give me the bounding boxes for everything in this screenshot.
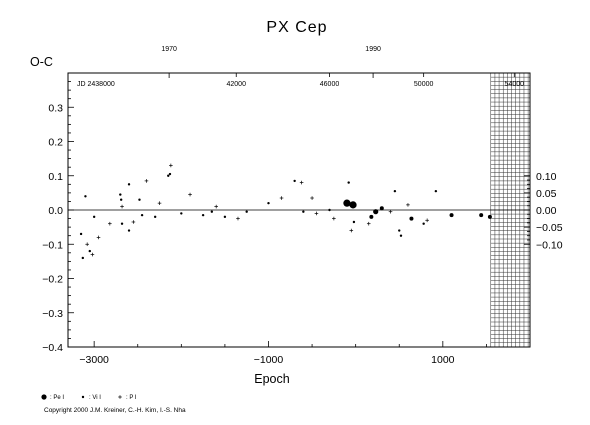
data-point-vi bbox=[92, 215, 96, 219]
data-point-p bbox=[96, 235, 101, 240]
x-tick-label: 1000 bbox=[431, 354, 455, 366]
data-point-p bbox=[314, 211, 319, 216]
data-point-vi bbox=[347, 181, 350, 184]
data-point-p bbox=[388, 209, 393, 214]
data-point-p bbox=[214, 204, 218, 209]
right-tick-label: −0.10 bbox=[536, 239, 563, 251]
data-point-p bbox=[85, 242, 89, 247]
data-point-vi bbox=[119, 193, 122, 196]
jd-label: 50000 bbox=[414, 81, 434, 88]
legend-label: : Vi I bbox=[89, 395, 101, 401]
right-tick-label: 0.00 bbox=[536, 205, 557, 217]
jd-prefix-label: JD 2438000 bbox=[77, 81, 115, 88]
data-point-pe bbox=[487, 214, 492, 219]
data-point-vi bbox=[399, 234, 403, 237]
data-point-p bbox=[120, 204, 124, 209]
jd-label: 46000 bbox=[320, 81, 340, 88]
data-point-vi bbox=[127, 183, 131, 186]
data-point-pe bbox=[349, 201, 357, 209]
data-point-vi bbox=[79, 232, 83, 236]
data-point-p bbox=[108, 221, 112, 226]
data-point-vi bbox=[140, 213, 144, 217]
data-point-vi bbox=[84, 195, 87, 198]
right-tick-label: 0.05 bbox=[536, 188, 557, 200]
legend: : Pe I : Vi I : P I bbox=[41, 394, 137, 401]
data-point-p bbox=[332, 216, 336, 221]
data-point-p bbox=[157, 201, 162, 205]
data-point-pe bbox=[343, 199, 351, 207]
data-point-vi bbox=[267, 201, 270, 205]
y-tick-label: −0.3 bbox=[42, 308, 63, 320]
data-point-p bbox=[366, 221, 371, 226]
data-point-pe bbox=[373, 209, 379, 215]
data-point-vi bbox=[210, 210, 214, 213]
data-point-vi bbox=[302, 210, 305, 213]
data-point-p bbox=[279, 196, 284, 200]
data-point-p bbox=[310, 196, 314, 200]
data-point-p bbox=[299, 180, 304, 185]
copyright-text: Copyright 2000 J.M. Kreiner, C.-H. Kim, … bbox=[44, 407, 186, 414]
data-point-vi bbox=[422, 222, 425, 225]
y-axis-title: O-C bbox=[30, 55, 53, 69]
data-point-vi bbox=[201, 213, 205, 217]
year-label: 1990 bbox=[365, 46, 381, 53]
data-point-p bbox=[349, 228, 354, 233]
data-point-p bbox=[131, 220, 136, 224]
data-point-pe bbox=[369, 214, 374, 219]
data-point-vi bbox=[180, 212, 183, 215]
data-point-vi bbox=[223, 215, 227, 219]
data-point-vi bbox=[88, 249, 91, 253]
jd-label: 42000 bbox=[227, 81, 247, 88]
data-point-vi bbox=[153, 215, 157, 219]
y-tick-label: −0.1 bbox=[42, 239, 63, 251]
data-point-p bbox=[406, 203, 410, 207]
y-tick-label: −0.4 bbox=[42, 342, 63, 354]
data-point-vi bbox=[293, 179, 296, 183]
y-tick-label: 0.0 bbox=[48, 205, 63, 217]
right-tick-label: −0.05 bbox=[536, 222, 563, 234]
chart-title: PX Cep bbox=[266, 19, 327, 36]
data-point-vi bbox=[434, 189, 438, 193]
data-point-vi bbox=[398, 229, 401, 232]
x-tick-label: −1000 bbox=[254, 354, 284, 366]
data-point-vi bbox=[119, 198, 123, 201]
data-point-vi bbox=[120, 222, 124, 225]
data-point-vi bbox=[328, 208, 331, 212]
data-point-pe bbox=[479, 213, 484, 218]
data-point-vi bbox=[138, 198, 141, 201]
right-tick-label: 0.10 bbox=[536, 171, 557, 183]
legend-marker bbox=[81, 395, 85, 399]
data-point-vi bbox=[245, 210, 248, 213]
data-point-p bbox=[425, 218, 429, 223]
data-point-vi bbox=[81, 256, 85, 260]
y-tick-label: 0.1 bbox=[48, 171, 63, 183]
y-tick-label: −0.2 bbox=[42, 274, 63, 286]
data-point-vi bbox=[167, 174, 170, 177]
legend-marker bbox=[118, 395, 122, 399]
data-point-vi bbox=[393, 189, 397, 193]
plot-area: −0.4 −0.3 −0.2 −0.1 0.0 0.1 0.2 0.3 −0.10 −0.05 0.… bbox=[42, 46, 562, 366]
x-axis-title: Epoch bbox=[254, 372, 289, 386]
data-point-p bbox=[144, 179, 149, 183]
data-point-p bbox=[90, 252, 95, 257]
data-point-vi bbox=[352, 220, 356, 224]
legend-label: : P I bbox=[126, 395, 137, 401]
x-tick-label: −3000 bbox=[79, 354, 109, 366]
data-point-p bbox=[188, 192, 192, 197]
jd-label: 54000 bbox=[505, 81, 525, 88]
data-point-vi bbox=[127, 229, 131, 232]
data-point-pe bbox=[449, 213, 454, 218]
y-tick-label: 0.3 bbox=[48, 102, 63, 114]
legend-marker bbox=[41, 394, 47, 400]
data-point-pe bbox=[379, 206, 384, 211]
legend-label: : Pe I bbox=[50, 395, 64, 401]
data-point-p bbox=[169, 163, 173, 168]
year-label: 1970 bbox=[161, 46, 177, 53]
data-point-vi bbox=[168, 172, 172, 176]
data-point-p bbox=[236, 216, 240, 221]
data-point-pe bbox=[409, 216, 414, 221]
y-tick-label: 0.2 bbox=[48, 137, 63, 149]
